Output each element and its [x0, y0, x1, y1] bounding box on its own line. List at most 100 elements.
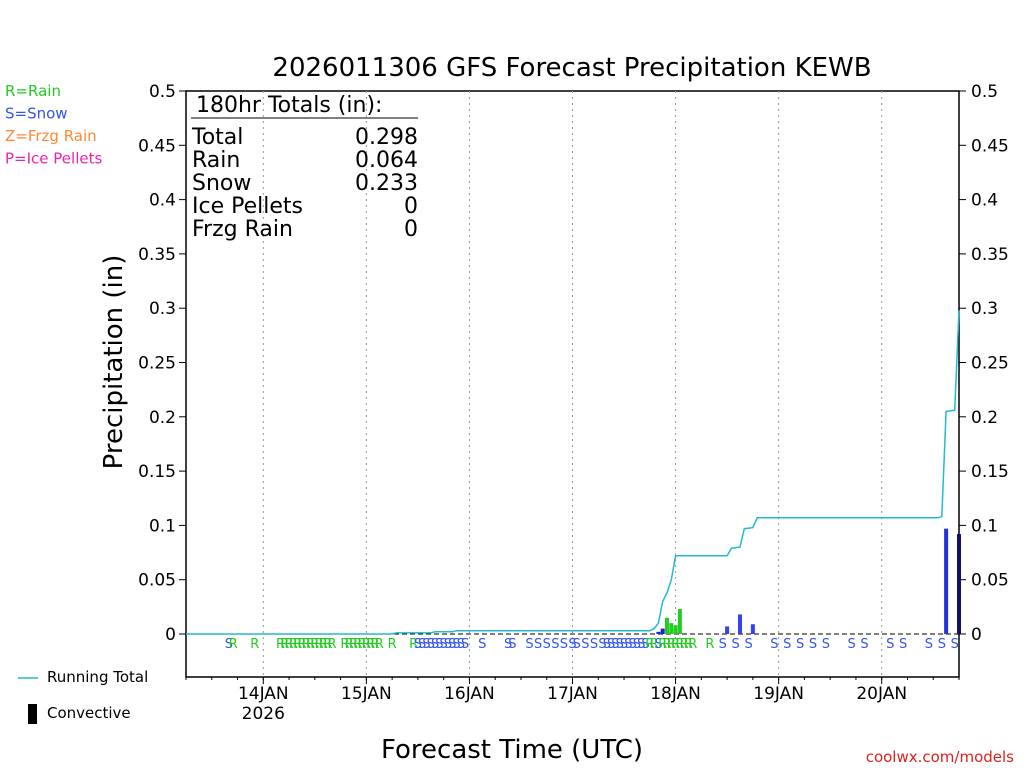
- precip-type-label: R: [705, 637, 714, 652]
- precip-type-label: S: [573, 637, 581, 652]
- y-tick-label: 0.3: [149, 299, 176, 319]
- precip-type-label: R: [671, 637, 680, 652]
- precip-bar: [750, 624, 755, 634]
- precip-type-label: S: [899, 637, 907, 652]
- series-legend-label: Running Total: [47, 668, 148, 686]
- totals-row-value: 0: [404, 194, 418, 219]
- y-tick-label: 0.1: [971, 516, 998, 536]
- y-axis-title: Precipitation (in): [99, 255, 129, 470]
- precip-type-label: R: [658, 637, 667, 652]
- precip-type-label: S: [478, 637, 486, 652]
- totals-row-value: 0.298: [355, 125, 418, 150]
- precip-type-label: S: [534, 637, 542, 652]
- precip-type-label: R: [675, 637, 684, 652]
- precip-type-label: S: [448, 637, 456, 652]
- precip-type-label: R: [650, 637, 659, 652]
- precip-type-label: S: [719, 637, 727, 652]
- y-tick-label: 0.4: [971, 191, 998, 211]
- precip-type-label: S: [560, 637, 568, 652]
- precip-type-label: S: [822, 637, 830, 652]
- precip-type-label: S: [628, 637, 636, 652]
- precip-bar: [737, 614, 742, 634]
- precip-type-label: S: [616, 637, 624, 652]
- y-tick-label: 0.2: [971, 408, 998, 428]
- totals-box: 180hr Totals (in): Total 0.298 Rain 0.064 Sn…: [191, 93, 418, 242]
- x-axis-title: Forecast Time (UTC): [381, 735, 643, 765]
- precip-type-label: S: [508, 637, 516, 652]
- y-axis-right: 0 0.05 0.1 0.15 0.2 0.25 0.3 0.35 0.4 0.45 0.5: [959, 82, 1009, 645]
- precip-type-legend-item: S=Snow: [5, 105, 68, 123]
- series-legend-label: Convective: [47, 704, 131, 722]
- vertical-gridlines: [262, 91, 883, 677]
- precip-type-label: R: [250, 637, 259, 652]
- precip-type-label: S: [744, 637, 752, 652]
- precip-type-label: S: [848, 637, 856, 652]
- precip-type-label: S: [504, 637, 512, 652]
- y-tick-label: 0.45: [971, 136, 1009, 156]
- precip-type-label: R: [345, 637, 354, 652]
- precip-type-label: S: [435, 637, 443, 652]
- totals-row-value: 0.233: [355, 171, 418, 196]
- precip-type-label: S: [641, 637, 649, 652]
- precip-type-label: S: [525, 637, 533, 652]
- x-tick-label: 16JAN: [444, 684, 495, 704]
- precip-bar: [944, 528, 949, 634]
- totals-row-value: 0: [404, 217, 418, 242]
- chart-title: 2026011306 GFS Forecast Precipitation KE…: [272, 53, 871, 83]
- precip-bars: [656, 528, 961, 634]
- y-tick-label: 0.1: [149, 516, 176, 536]
- credit-text: coolwx.com/models: [866, 748, 1014, 766]
- y-tick-label: 0.35: [971, 245, 1009, 265]
- x-tick-label: 15JAN: [341, 684, 392, 704]
- precip-type-label: R: [293, 637, 302, 652]
- precip-type-label: R: [306, 637, 315, 652]
- precip-type-label: R: [310, 637, 319, 652]
- precip-bar: [660, 628, 665, 634]
- precip-type-label: S: [598, 637, 606, 652]
- precip-type-label: R: [340, 637, 349, 652]
- precip-type-label: S: [783, 637, 791, 652]
- precip-type-label: R: [323, 637, 332, 652]
- precip-type-label: S: [414, 637, 422, 652]
- precip-bar: [669, 623, 674, 634]
- y-tick-label: 0.15: [971, 462, 1009, 482]
- precip-type-legend: R=Rain S=Snow Z=Frzg Rain P=Ice Pellets: [5, 82, 102, 168]
- y-axis-left: 0 0.05 0.1 0.15 0.2 0.25 0.3 0.35 0.4 0.45 0.5: [138, 82, 186, 645]
- precip-type-label: S: [568, 637, 576, 652]
- y-tick-label: 0.45: [138, 136, 176, 156]
- y-tick-label: 0.4: [149, 191, 176, 211]
- precip-type-label: R: [289, 637, 298, 652]
- y-tick-label: 0.25: [138, 354, 176, 374]
- y-tick-label: 0.15: [138, 462, 176, 482]
- precip-type-label: R: [667, 637, 676, 652]
- precip-type-label: R: [285, 637, 294, 652]
- precip-type-label: R: [276, 637, 285, 652]
- precip-bar: [673, 625, 678, 634]
- precip-type-label: S: [938, 637, 946, 652]
- y-tick-label: 0.2: [149, 408, 176, 428]
- y-tick-label: 0.5: [971, 82, 998, 102]
- y-tick-label: 0: [971, 625, 982, 645]
- totals-row-label: Frzg Rain: [192, 217, 293, 242]
- x-tick-sublabel: 2026: [242, 704, 285, 724]
- precip-type-label: S: [620, 637, 628, 652]
- totals-row-value: 0.064: [355, 148, 418, 173]
- precip-type-label: S: [860, 637, 868, 652]
- precip-type-label: S: [444, 637, 452, 652]
- totals-row-label: Rain: [192, 148, 240, 173]
- precip-type-label: R: [358, 637, 367, 652]
- precip-type-label: S: [551, 637, 559, 652]
- precip-type-label: R: [315, 637, 324, 652]
- y-tick-label: 0.25: [971, 354, 1009, 374]
- totals-row-label: Ice Pellets: [192, 194, 303, 219]
- precip-type-label: R: [353, 637, 362, 652]
- x-tick-label: 14JAN: [238, 684, 289, 704]
- precip-type-label: S: [590, 637, 598, 652]
- series-legend: Running Total Convective: [18, 668, 148, 724]
- x-tick-label: 20JAN: [856, 684, 907, 704]
- precip-type-label: S: [431, 637, 439, 652]
- precip-type-label: R: [388, 637, 397, 652]
- precip-type-label: S: [624, 637, 632, 652]
- precip-type-label: S: [611, 637, 619, 652]
- totals-header: 180hr Totals (in):: [196, 93, 382, 118]
